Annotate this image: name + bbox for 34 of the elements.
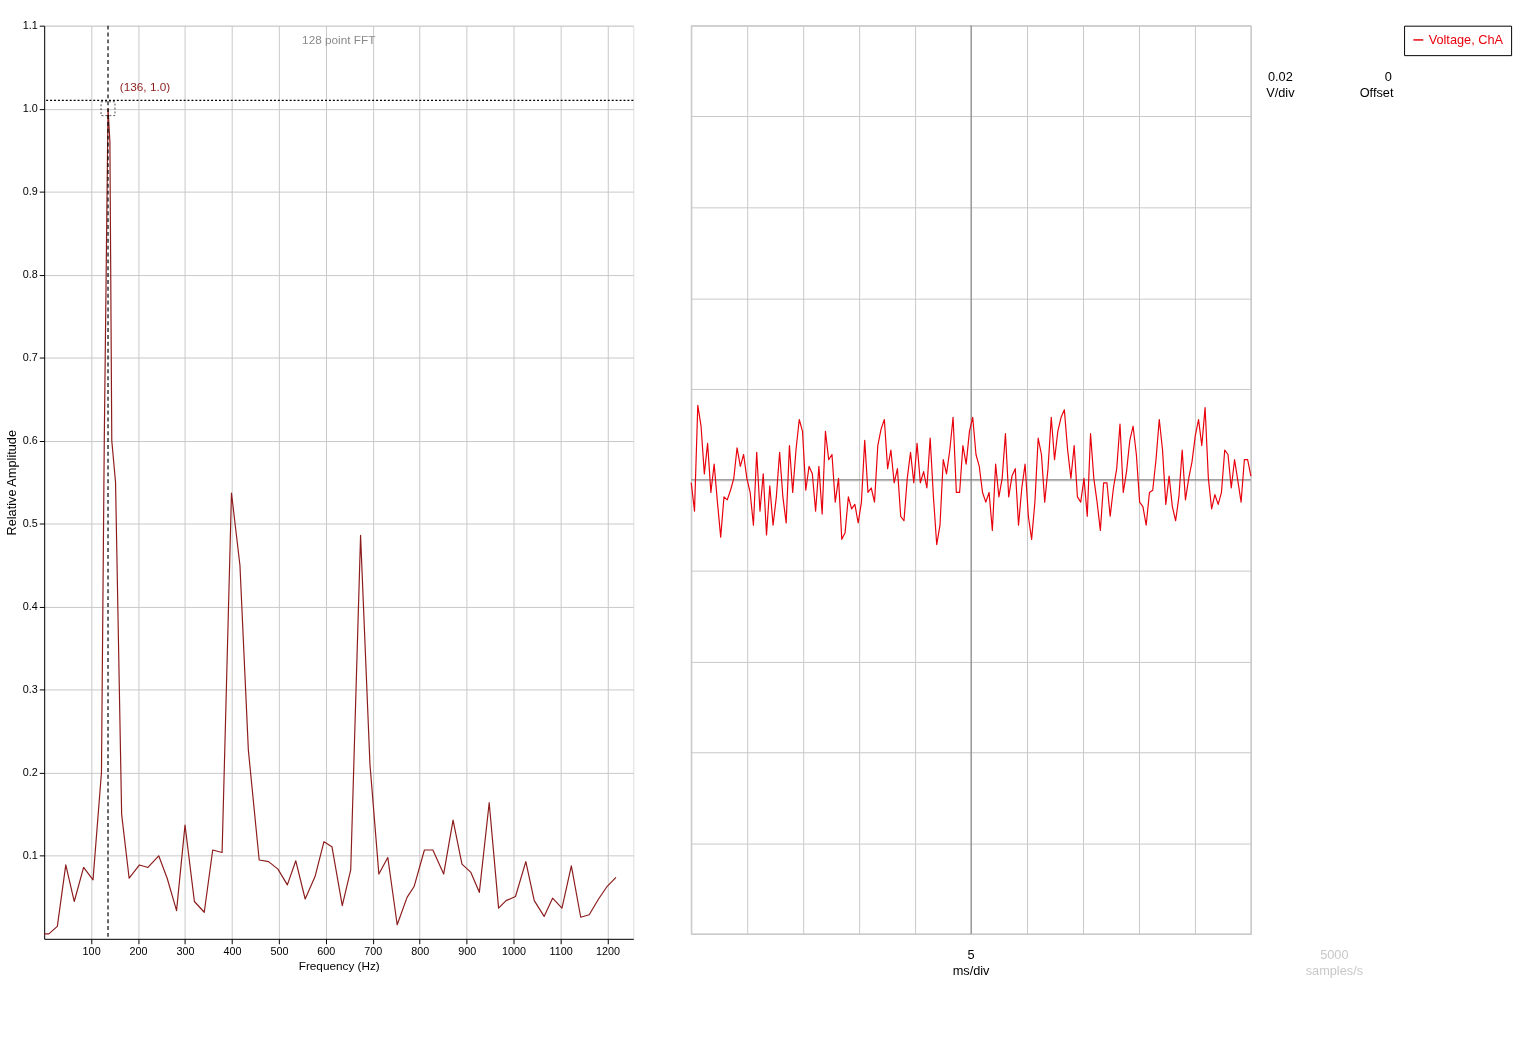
legend-label: Voltage, ChA — [1428, 31, 1504, 47]
x-tick-label: 500 — [270, 945, 289, 958]
x-tick-label: 600 — [317, 945, 336, 958]
y-tick-label: 1.1 — [22, 19, 38, 32]
text: Offset — [1359, 85, 1394, 101]
x-tick-label: 200 — [129, 945, 148, 958]
text: 0 — [1384, 68, 1392, 84]
x-tick-label: 1000 — [502, 945, 527, 958]
y-tick-label: 1.0 — [22, 102, 38, 115]
x-tick-label: 900 — [458, 945, 477, 958]
y-tick-label: 0.4 — [22, 600, 38, 613]
x-tick-label: 100 — [82, 945, 101, 958]
y-tick-label: 0.9 — [22, 185, 38, 198]
text: V/div — [1266, 85, 1296, 101]
text: 0.02 — [1267, 68, 1293, 84]
annotation: 128 point FFT — [302, 33, 376, 47]
x-tick-label: 300 — [176, 945, 195, 958]
y-axis-title: Relative Amplitude — [3, 429, 19, 536]
y-tick-label: 0.8 — [22, 268, 38, 281]
y-tick-label: 0.5 — [22, 517, 38, 530]
y-tick-label: 0.7 — [22, 351, 38, 364]
y-tick-label: 0.6 — [22, 434, 38, 447]
annotation: (136, 1.0) — [119, 80, 171, 94]
y-tick-label: 0.2 — [22, 766, 38, 779]
text: ms/div — [952, 963, 991, 979]
x-tick-label: 400 — [223, 945, 242, 958]
x-tick-label: 1100 — [549, 945, 573, 958]
x-tick-label: 1200 — [595, 945, 620, 958]
x-axis-title: Frequency (Hz) — [298, 958, 380, 972]
x-tick-label: 800 — [411, 945, 430, 958]
text: 5 — [967, 947, 975, 963]
x-tick-label: 700 — [364, 945, 383, 958]
y-tick-label: 0.3 — [22, 683, 38, 696]
y-tick-label: 0.1 — [22, 849, 38, 862]
